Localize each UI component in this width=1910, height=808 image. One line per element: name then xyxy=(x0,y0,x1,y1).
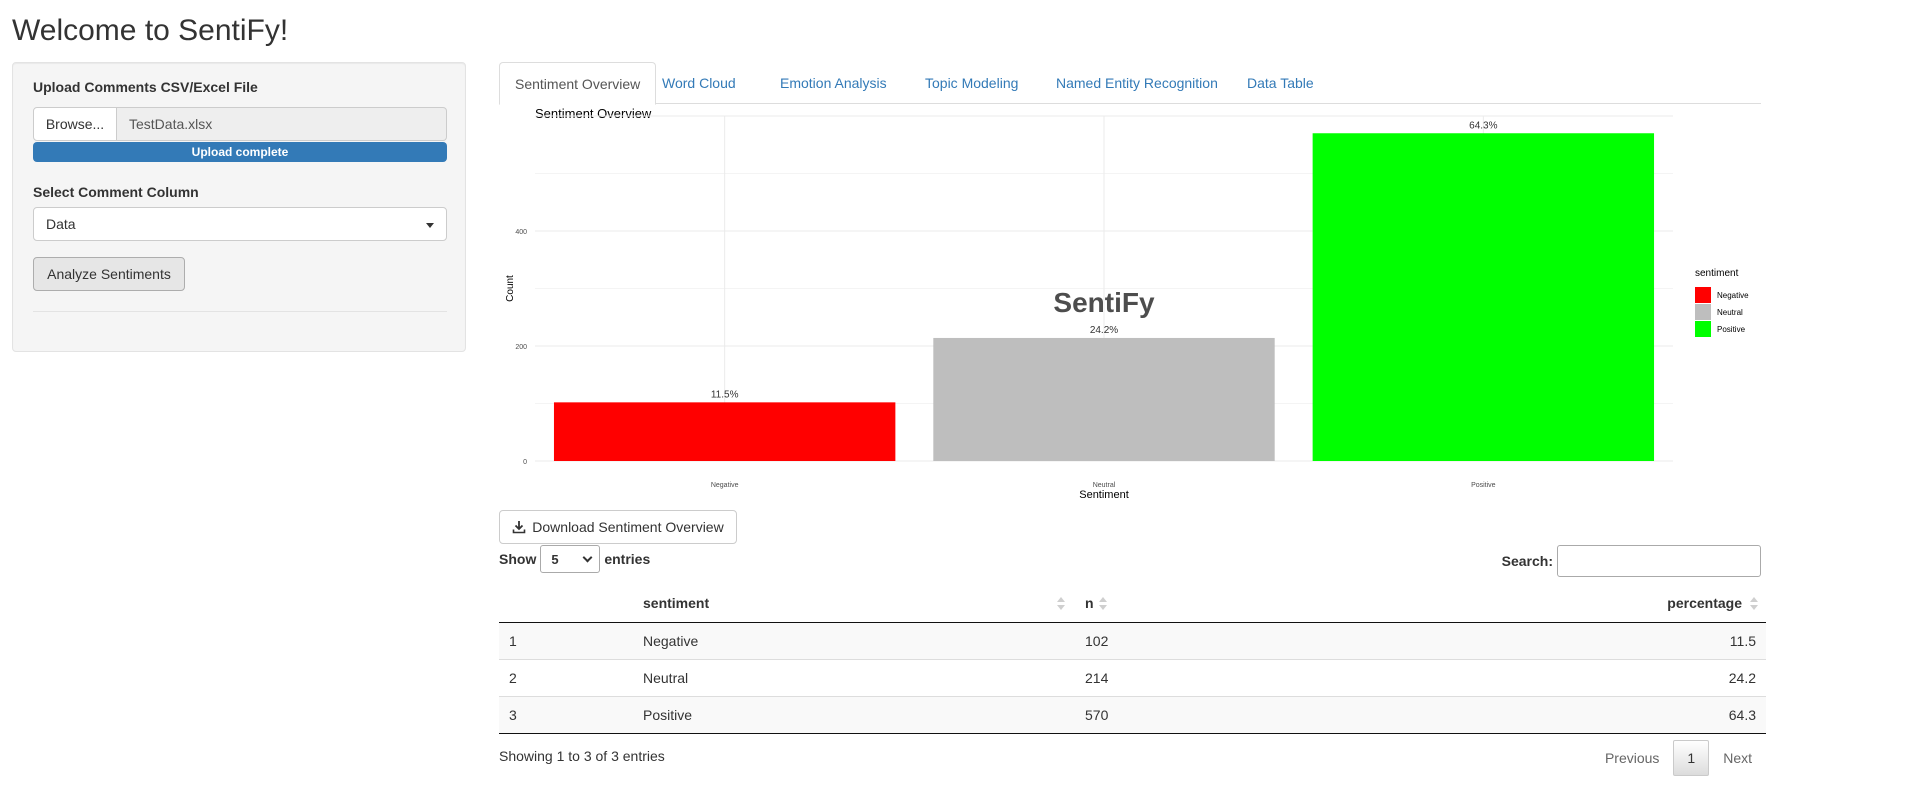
legend-swatch xyxy=(1695,287,1711,303)
comment-column-select[interactable]: Data xyxy=(33,207,447,241)
y-tick-label: 400 xyxy=(515,229,527,236)
legend-title: sentiment xyxy=(1695,268,1739,279)
cell-n: 570 xyxy=(1075,695,1275,734)
legend-entry: Positive xyxy=(1717,325,1746,334)
x-tick-label: Positive xyxy=(1471,482,1496,489)
entries-label: entries xyxy=(604,551,651,567)
bar-data-label: 64.3% xyxy=(1469,120,1497,131)
next-page-button[interactable]: Next xyxy=(1723,750,1752,766)
cell-index: 1 xyxy=(499,621,633,659)
sentiment-table: sentiment n percentage 1 Negative 102 11… xyxy=(499,584,1766,734)
sentiment-chart: Sentiment Overview 0 200 400 SentiFy 11.5% Neg… xyxy=(499,104,1761,506)
chart-svg: Sentiment Overview 0 200 400 SentiFy 11.5% Neg… xyxy=(505,106,1749,501)
page-length-select[interactable]: 5 xyxy=(540,545,601,573)
file-input-group: Browse... TestData.xlsx xyxy=(33,107,447,141)
tab-topic-modeling[interactable]: Topic Modeling xyxy=(925,75,1019,91)
column-label: Select Comment Column xyxy=(33,184,199,200)
table-row: 3 Positive 570 64.3 xyxy=(499,695,1766,734)
upload-label: Upload Comments CSV/Excel File xyxy=(33,79,258,95)
cell-percentage: 24.2 xyxy=(1275,658,1766,696)
caret-down-icon xyxy=(426,223,434,228)
bar-positive xyxy=(1312,133,1655,461)
cell-sentiment: Negative xyxy=(633,621,1075,659)
column-header-percentage[interactable]: percentage xyxy=(1275,584,1766,623)
app-title: Welcome to SentiFy! xyxy=(12,14,289,47)
column-header-n[interactable]: n xyxy=(1075,584,1275,623)
tab-bar: Sentiment Overview Word Cloud Emotion An… xyxy=(499,62,1761,105)
page-length-control: Show 5 entries xyxy=(499,545,650,573)
legend-swatch xyxy=(1695,321,1711,337)
legend-swatch xyxy=(1695,304,1711,320)
sidebar-divider xyxy=(33,311,447,312)
cell-n: 102 xyxy=(1075,621,1275,659)
tab-sentiment-overview[interactable]: Sentiment Overview xyxy=(499,62,657,105)
sort-icon xyxy=(1057,597,1065,611)
table-row: 1 Negative 102 11.5 xyxy=(499,621,1766,659)
column-header-n-label: n xyxy=(1085,594,1094,611)
page-1-button[interactable]: 1 xyxy=(1673,740,1710,776)
bar-data-label: 11.5% xyxy=(711,389,739,400)
table-info: Showing 1 to 3 of 3 entries xyxy=(499,748,665,764)
cell-sentiment: Positive xyxy=(633,695,1075,734)
chevron-down-icon xyxy=(582,552,593,563)
page-length-value: 5 xyxy=(551,551,559,567)
table-header-row: sentiment n percentage xyxy=(499,584,1766,623)
sort-icon xyxy=(1750,597,1758,611)
cell-index: 3 xyxy=(499,695,633,734)
chart-title: Sentiment Overview xyxy=(535,106,652,121)
y-tick-label: 200 xyxy=(515,344,527,351)
upload-progress-bar: Upload complete xyxy=(33,142,447,162)
file-name-field[interactable]: TestData.xlsx xyxy=(117,107,447,141)
cell-index: 2 xyxy=(499,658,633,696)
table-row: 2 Neutral 214 24.2 xyxy=(499,658,1766,696)
comment-column-value: Data xyxy=(46,216,76,232)
table-search: Search: xyxy=(1502,545,1761,577)
cell-percentage: 11.5 xyxy=(1275,621,1766,659)
cell-sentiment: Neutral xyxy=(633,658,1075,696)
legend-entry: Neutral xyxy=(1717,308,1743,317)
download-label: Download Sentiment Overview xyxy=(532,519,724,535)
previous-page-button[interactable]: Previous xyxy=(1604,750,1660,766)
column-header-sentiment-label: sentiment xyxy=(643,594,710,611)
column-header-index[interactable] xyxy=(499,584,633,623)
search-label: Search: xyxy=(1501,553,1553,569)
bar-data-label: 24.2% xyxy=(1090,325,1118,336)
x-tick-label: Negative xyxy=(711,482,739,489)
bar-negative xyxy=(553,402,896,461)
download-icon xyxy=(512,521,526,534)
tab-emotion-analysis[interactable]: Emotion Analysis xyxy=(780,75,887,91)
tab-word-cloud[interactable]: Word Cloud xyxy=(662,75,736,91)
pagination: Previous 1 Next xyxy=(1591,740,1766,776)
cell-n: 214 xyxy=(1075,658,1275,696)
search-input[interactable] xyxy=(1557,545,1761,577)
cell-percentage: 64.3 xyxy=(1275,695,1766,734)
legend-entry: Negative xyxy=(1717,291,1749,300)
show-label: Show xyxy=(499,551,537,567)
sidebar-panel: Upload Comments CSV/Excel File Browse...… xyxy=(12,62,466,352)
tab-named-entity-recognition[interactable]: Named Entity Recognition xyxy=(1056,75,1218,91)
analyze-sentiments-button[interactable]: Analyze Sentiments xyxy=(33,257,185,291)
bar-neutral xyxy=(933,337,1275,461)
tab-data-table[interactable]: Data Table xyxy=(1247,75,1314,91)
y-tick-label: 0 xyxy=(523,459,527,466)
browse-button[interactable]: Browse... xyxy=(33,107,117,141)
chart-watermark: SentiFy xyxy=(1053,287,1155,318)
x-tick-label: Neutral xyxy=(1093,482,1116,489)
column-header-sentiment[interactable]: sentiment xyxy=(633,584,1075,623)
sort-icon xyxy=(1099,597,1107,611)
y-axis-label: Count xyxy=(505,275,516,302)
download-sentiment-button[interactable]: Download Sentiment Overview xyxy=(499,510,737,544)
column-header-percentage-label: percentage xyxy=(1667,594,1742,611)
x-axis-label: Sentiment xyxy=(1079,489,1129,501)
